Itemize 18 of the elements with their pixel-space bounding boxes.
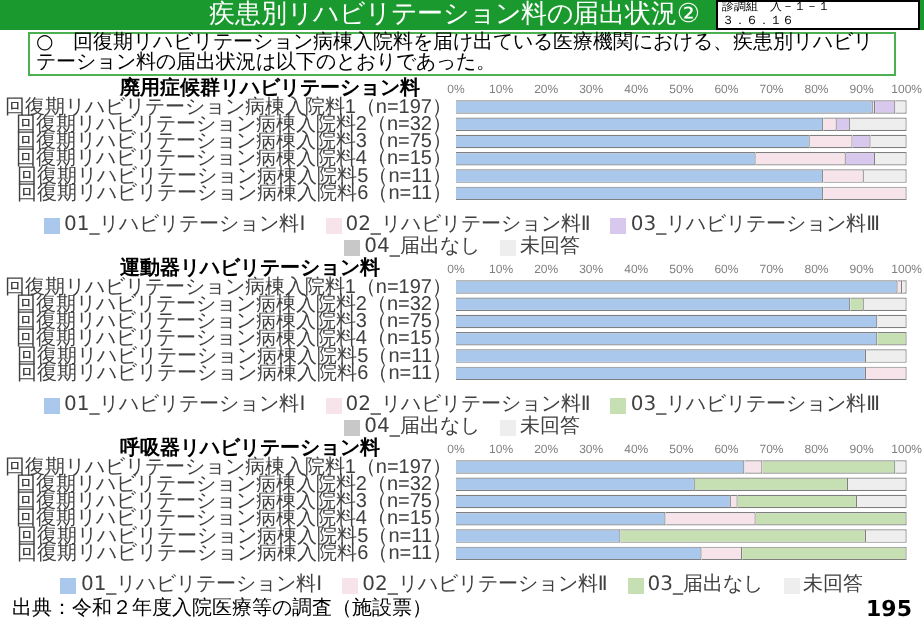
legend-label: 02_リハビリテーション料Ⅱ xyxy=(345,214,591,236)
legend-label: 03_リハビリテーション料Ⅲ xyxy=(630,394,880,417)
legend-label: 02_リハビリテーション料Ⅱ xyxy=(362,574,608,597)
text: 195 xyxy=(866,595,912,621)
legend-label: 04_届出なし xyxy=(364,415,480,437)
legend-label: 01_リハビリテーション料Ⅰ xyxy=(64,394,306,417)
source-note: 出典：令和２年度入院医療等の調査（施設票） xyxy=(12,597,432,621)
legend-label: 03_届出なし xyxy=(647,574,764,597)
legend-label: 02_リハビリテーション料Ⅱ xyxy=(345,394,591,416)
legend-label: 01_リハビリテーション料Ⅰ xyxy=(80,574,323,597)
legend-label: 未回答 xyxy=(803,574,864,597)
legend-label: 未回答 xyxy=(519,235,580,258)
text: ○ 回復期リハビリテーション病棟入院料を届け出ている医療機関における、疾患別リハビリテーション料の届出状況は以下のとおりであった。 xyxy=(28,32,896,76)
text: 疾患別リハビリテーション料の届出状況② xyxy=(208,0,700,30)
legend-label: 04_届出なし xyxy=(364,235,480,257)
legend-label: 03_リハビリテーション料Ⅲ xyxy=(630,214,880,237)
legend-label: 01_リハビリテーション料Ⅰ xyxy=(64,214,306,237)
legend-label: 未回答 xyxy=(519,415,580,438)
